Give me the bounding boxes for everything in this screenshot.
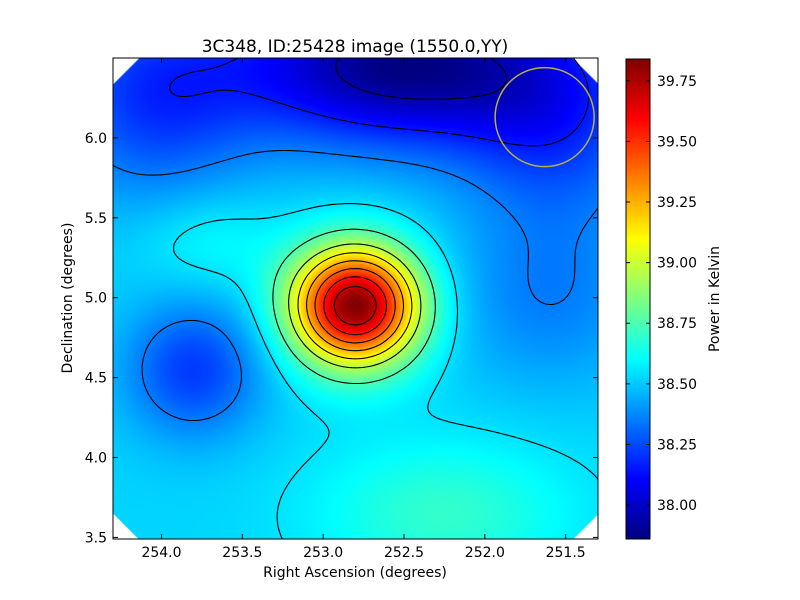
x-tick-label: 252.5 [384, 545, 424, 561]
colorbar-tick-label: 38.50 [657, 377, 697, 393]
colorbar-tick-label: 38.25 [657, 437, 697, 453]
contour-level [306, 260, 405, 352]
contour-level [323, 276, 388, 336]
colorbar-tick-label: 39.50 [657, 134, 697, 150]
colorbar-tick-label: 38.75 [657, 316, 697, 332]
x-tick-label: 252.0 [465, 545, 505, 561]
contour-level [172, 203, 598, 539]
chart-title: 3C348, ID:25428 image (1550.0,YY) [202, 37, 509, 57]
contour-level [288, 243, 422, 369]
colorbar-gradient [626, 59, 650, 539]
y-tick-label: 5.5 [85, 211, 107, 227]
colorbar-ticks: 38.00 38.25 38.50 38.75 39.00 39.25 39.50 39.75 [626, 74, 697, 514]
colorbar-tick-label: 39.25 [657, 195, 697, 211]
colorbar-tick-label: 39.75 [657, 74, 697, 90]
contour-level [335, 58, 508, 100]
x-axis-label: Right Ascension (degrees) [263, 565, 447, 581]
beam-circle [494, 66, 595, 168]
x-tick-label: 253.0 [303, 545, 343, 561]
x-tick-label: 253.5 [222, 545, 262, 561]
heatmap-image [113, 58, 598, 539]
colorbar-frame [625, 58, 651, 540]
y-tick-label: 4.5 [85, 371, 107, 387]
y-axis: 3.5 4.0 4.5 5.0 5.5 6.0 [85, 131, 598, 546]
contour-level [314, 268, 396, 344]
y-tick-label: 6.0 [85, 131, 107, 147]
x-axis: 254.0 253.5 253.0 252.5 252.0 251.5 [141, 58, 586, 561]
contour-level [333, 285, 377, 326]
y-tick-label: 3.5 [85, 530, 107, 546]
contour-level [297, 252, 413, 360]
contour-level [113, 149, 598, 422]
plot-area: 254.0 253.5 253.0 252.5 252.0 251.5 3.5 4.0 4.5… [85, 57, 599, 561]
colorbar-tick-label: 39.00 [657, 256, 697, 272]
plot-frame [112, 57, 599, 540]
colorbar-tick-label: 38.00 [657, 498, 697, 514]
colorbar: 38.00 38.25 38.50 38.75 39.00 39.25 39.50 39.75… [625, 58, 723, 540]
x-tick-label: 254.0 [141, 545, 181, 561]
annotations [494, 66, 595, 168]
y-tick-label: 4.0 [85, 451, 107, 467]
contour-level [169, 58, 590, 147]
y-tick-label: 5.0 [85, 291, 107, 307]
contour-lines [113, 58, 598, 539]
contour-level [272, 228, 436, 385]
x-tick-label: 251.5 [546, 545, 586, 561]
colorbar-label: Power in Kelvin [707, 246, 723, 352]
y-axis-label: Declination (degrees) [60, 223, 76, 374]
